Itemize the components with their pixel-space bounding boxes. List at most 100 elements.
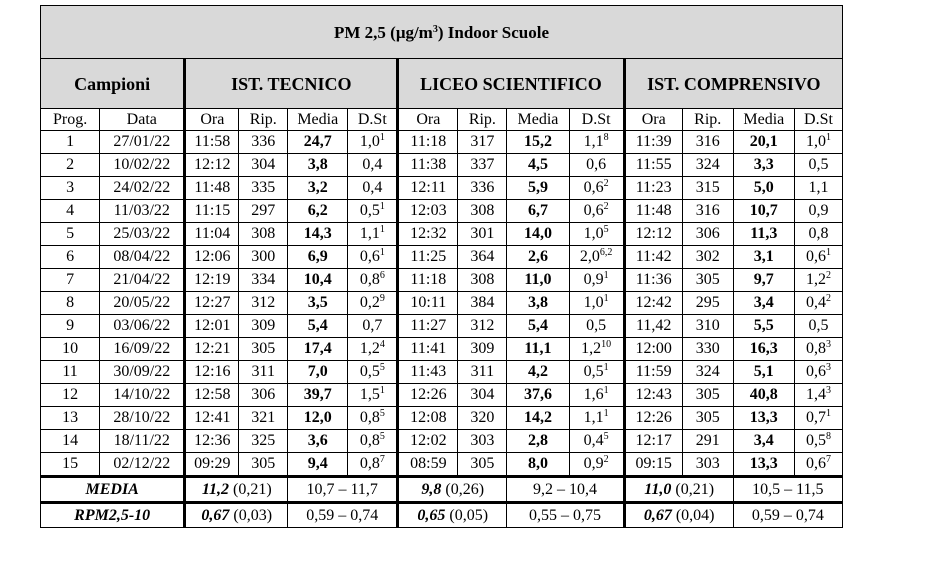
summary-error: (0,26): [441, 480, 485, 498]
ora-cell: 12:26: [622, 406, 683, 430]
prog-cell: 6: [39, 245, 101, 269]
media-cell: 10,4: [287, 268, 349, 292]
dst-cell: 1,210: [568, 337, 625, 361]
dst-value: 1,1: [583, 133, 604, 150]
dst-superscript: 1: [379, 224, 385, 235]
dst-cell: 0,5: [568, 314, 625, 338]
media-cell: 8,0: [506, 452, 570, 477]
col-header-rip: Rip.: [238, 108, 289, 131]
media-cell: 40,8: [732, 383, 795, 407]
ora-cell: 11:48: [622, 199, 683, 223]
ora-cell: 12:43: [622, 383, 683, 407]
summary-mean: 0,67: [201, 506, 230, 524]
dst-superscript: 8: [603, 132, 609, 143]
rip-cell: 306: [238, 383, 289, 407]
prog-cell: 10: [39, 337, 101, 361]
dst-cell: 0,87: [347, 452, 399, 477]
rip-cell: 336: [238, 130, 289, 154]
media-cell: 16,3: [732, 337, 795, 361]
media-cell: 24,7: [287, 130, 349, 154]
dst-cell: 0,58: [793, 429, 844, 453]
dst-value: 0,6: [583, 202, 604, 219]
ora-cell: 11:43: [396, 360, 459, 384]
summary-error: (0,04): [671, 506, 715, 524]
dst-superscript: 7: [825, 454, 831, 465]
dst-superscript: 1: [603, 270, 609, 281]
summary-range: 10,5 – 11,5: [732, 475, 844, 503]
rip-cell: 308: [457, 199, 508, 223]
dst-superscript: 1: [379, 132, 385, 143]
prog-cell: 3: [39, 176, 101, 200]
table-row: 12 14/10/22 12:58 306 39,7 1,51 12:26 304 37,6 1,…: [39, 383, 844, 407]
ora-cell: 10:11: [396, 291, 459, 315]
rip-cell: 324: [681, 360, 734, 384]
rip-cell: 291: [681, 429, 734, 453]
media-cell: 12,0: [287, 406, 349, 430]
dst-superscript: 5: [603, 224, 609, 235]
dst-value: 1,1: [583, 409, 604, 426]
dst-value: 1,0: [359, 133, 380, 150]
media-cell: 3,8: [287, 153, 349, 177]
summary-error: (0,21): [228, 480, 272, 498]
col-header-dst: D.St: [347, 108, 399, 131]
dst-superscript: 1: [379, 247, 385, 258]
dst-value: 0,8: [805, 340, 826, 357]
summary-mean: 11,0: [644, 480, 672, 498]
ora-cell: 11:58: [183, 130, 240, 154]
ora-cell: 11:59: [622, 360, 683, 384]
rip-cell: 330: [681, 337, 734, 361]
prog-cell: 9: [39, 314, 101, 338]
summary-mean: 9,8: [421, 480, 442, 498]
rip-cell: 384: [457, 291, 508, 315]
dst-value: 0,6: [583, 179, 604, 196]
dst-cell: 0,51: [347, 199, 399, 223]
date-cell: 10/02/22: [99, 153, 186, 177]
col-header-prog: Prog.: [39, 108, 101, 131]
dst-superscript: 1: [603, 362, 609, 373]
dst-value: 1,2: [581, 340, 602, 357]
prog-cell: 11: [39, 360, 101, 384]
dst-superscript: 1: [603, 408, 609, 419]
dst-cell: 0,5: [793, 314, 844, 338]
rip-cell: 305: [238, 337, 289, 361]
media-cell: 4,5: [506, 153, 570, 177]
date-cell: 16/09/22: [99, 337, 186, 361]
ora-cell: 12:27: [183, 291, 240, 315]
dst-value: 0,5: [808, 317, 829, 334]
dst-superscript: 2: [603, 454, 609, 465]
rip-cell: 300: [238, 245, 289, 269]
ora-cell: 11,42: [622, 314, 683, 338]
media-cell: 2,6: [506, 245, 570, 269]
rip-cell: 309: [238, 314, 289, 338]
date-cell: 11/03/22: [99, 199, 186, 223]
rip-cell: 305: [681, 383, 734, 407]
col-header-ora: Ora: [396, 108, 459, 131]
dst-superscript: 10: [601, 339, 612, 350]
dst-value: 0,6: [805, 363, 826, 380]
ora-cell: 12:08: [396, 406, 459, 430]
dst-cell: 0,4: [347, 176, 399, 200]
ora-cell: 11:25: [396, 245, 459, 269]
table-row: 15 02/12/22 09:29 305 9,4 0,87 08:59 305 8,0 0,92…: [39, 452, 844, 477]
col-header-rip: Rip.: [681, 108, 734, 131]
dst-cell: 1,18: [568, 130, 625, 154]
ora-cell: 11:36: [622, 268, 683, 292]
ora-cell: 08:59: [396, 452, 459, 477]
summary-error: (0,21): [671, 480, 715, 498]
prog-cell: 15: [39, 452, 101, 477]
rip-cell: 310: [681, 314, 734, 338]
ora-cell: 12:21: [183, 337, 240, 361]
dst-superscript: 2: [603, 201, 609, 212]
rip-cell: 297: [238, 199, 289, 223]
summary-error: (0,05): [445, 506, 489, 524]
summary-range: 0,59 – 0,74: [287, 501, 399, 528]
dst-superscript: 5: [379, 408, 385, 419]
col-header-dst: D.St: [793, 108, 844, 131]
dst-cell: 0,29: [347, 291, 399, 315]
ora-cell: 11:27: [396, 314, 459, 338]
rip-cell: 312: [457, 314, 508, 338]
rip-cell: 308: [457, 268, 508, 292]
media-cell: 37,6: [506, 383, 570, 407]
pm25-table: PM 2,5 (μg/m3) Indoor Scuole Campioni IS…: [39, 5, 844, 528]
table-row: 6 08/04/22 12:06 300 6,9 0,61 11:25 364 2,6 2,06,…: [39, 245, 844, 269]
